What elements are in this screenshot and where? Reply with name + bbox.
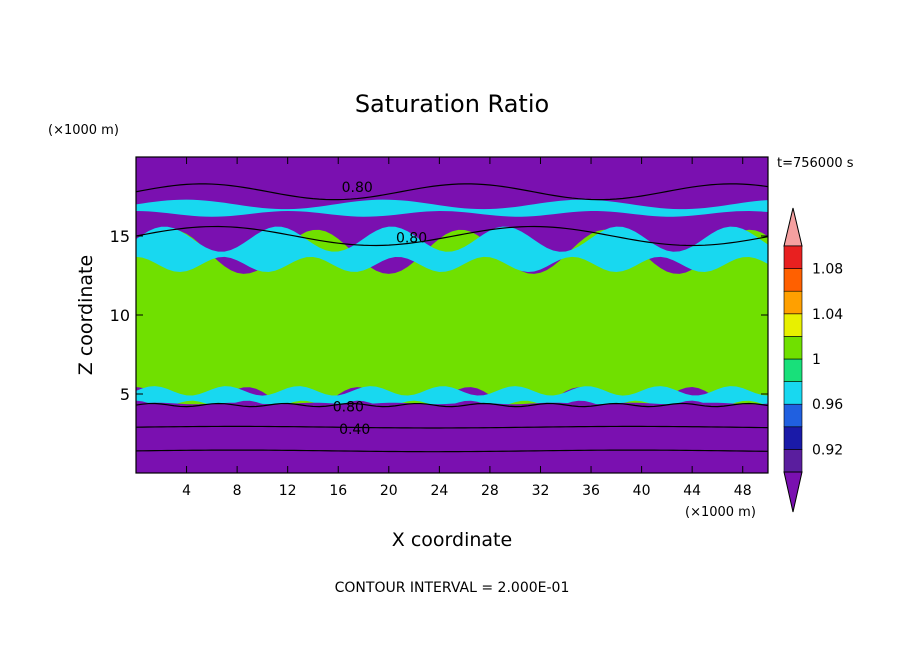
colorbar-swatch [783,268,803,292]
contour-label: 0.80 [396,231,427,247]
contour-label: 0.80 [342,180,373,196]
contour-interval-footer: CONTOUR INTERVAL = 2.000E-01 [335,580,570,596]
colorbar-tick-label: 1.08 [812,262,843,278]
colorbar-swatch [783,290,803,315]
moist-cloud-layer [136,229,768,414]
contour-label: 0.80 [333,400,364,416]
x-tick-label: 28 [481,483,499,499]
colorbar-under-arrow [783,471,803,513]
time-label: t=756000 s [777,156,854,171]
colorbar-tick-label: 0.96 [812,397,843,413]
cloud-top-fringe [136,226,768,273]
x-tick-label: 20 [380,483,398,499]
colorbar-swatch [783,426,803,450]
x-tick-label: 12 [279,483,297,499]
colorbar-tick-label: 1.04 [812,307,843,323]
z-axis-label: Z coordinate [75,255,97,375]
colorbar: 0.92 0.96 1 1.04 1.08 [783,207,843,513]
lower-dry-band [136,402,768,473]
x-tick-label: 48 [734,483,752,499]
x-tick-label: 32 [532,483,550,499]
colorbar-swatch [783,358,803,382]
colorbar-over-arrow [783,207,803,247]
contour-upper-a [136,183,768,201]
z-axis-ticks: 5 10 15 [110,227,768,404]
contour-lower-b [136,425,768,429]
upper-moist-streak [136,199,768,217]
contour-lines [136,183,768,453]
colorbar-tick-label: 0.92 [812,442,843,458]
cloud-base-fringe [136,386,768,407]
contour-label: 0.40 [339,422,370,438]
x-tick-label: 4 [182,483,191,499]
contour-lower-c [136,449,768,453]
x-tick-label: 36 [582,483,600,499]
chart-title: Saturation Ratio [355,90,549,118]
z-tick-label: 5 [120,385,130,404]
z-tick-label: 10 [110,306,130,325]
x-tick-label: 8 [233,483,242,499]
contour-lower-a [136,402,768,408]
contour-upper-b [136,225,768,247]
colorbar-swatch [783,403,803,428]
colorbar-swatch [783,336,803,360]
x-axis-label: X coordinate [392,529,512,551]
colorbar-swatch [783,449,803,473]
x-tick-label: 24 [430,483,448,499]
x-tick-label: 16 [329,483,347,499]
contour-labels: 0.80 0.80 0.80 0.40 [333,180,427,438]
z-units-label: (×1000 m) [48,123,119,138]
saturation-field [136,157,768,473]
x-axis-ticks: 4 8 12 16 20 24 28 32 36 40 44 48 [182,157,752,499]
x-tick-label: 40 [633,483,651,499]
colorbar-swatch [783,381,803,405]
colorbar-tick-label: 1 [812,352,821,368]
colorbar-swatch [783,313,803,337]
colorbar-swatch [783,245,803,269]
z-tick-label: 15 [110,227,130,246]
x-tick-label: 44 [683,483,701,499]
x-units-label: (×1000 m) [685,505,756,520]
